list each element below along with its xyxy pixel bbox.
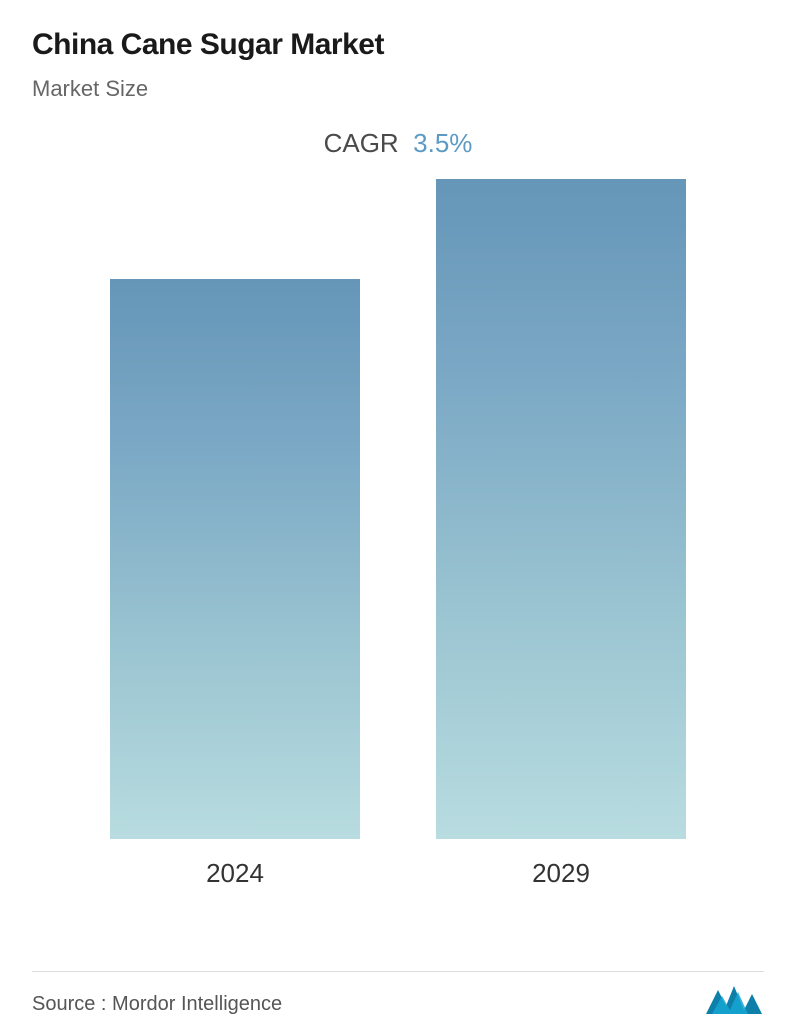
bar-group-0 [105, 279, 365, 839]
chart-container: China Cane Sugar Market Market Size CAGR… [0, 0, 796, 1034]
x-label-0: 2024 [105, 858, 365, 889]
footer: Source : Mordor Intelligence [32, 980, 764, 1016]
bars-container [32, 169, 764, 839]
footer-divider [32, 971, 764, 972]
cagr-label: CAGR [324, 128, 399, 158]
bar-1 [436, 179, 686, 839]
chart-area: 2024 2029 [32, 169, 764, 889]
chart-title: China Cane Sugar Market [32, 28, 764, 62]
source-text: Source : Mordor Intelligence [32, 993, 282, 1016]
x-label-1: 2029 [431, 858, 691, 889]
cagr-row: CAGR 3.5% [32, 128, 764, 159]
bar-0 [110, 279, 360, 839]
mordor-logo-icon [704, 980, 764, 1016]
x-axis-labels: 2024 2029 [32, 858, 764, 889]
chart-subtitle: Market Size [32, 76, 764, 102]
cagr-value: 3.5% [413, 128, 472, 158]
bar-group-1 [431, 179, 691, 839]
